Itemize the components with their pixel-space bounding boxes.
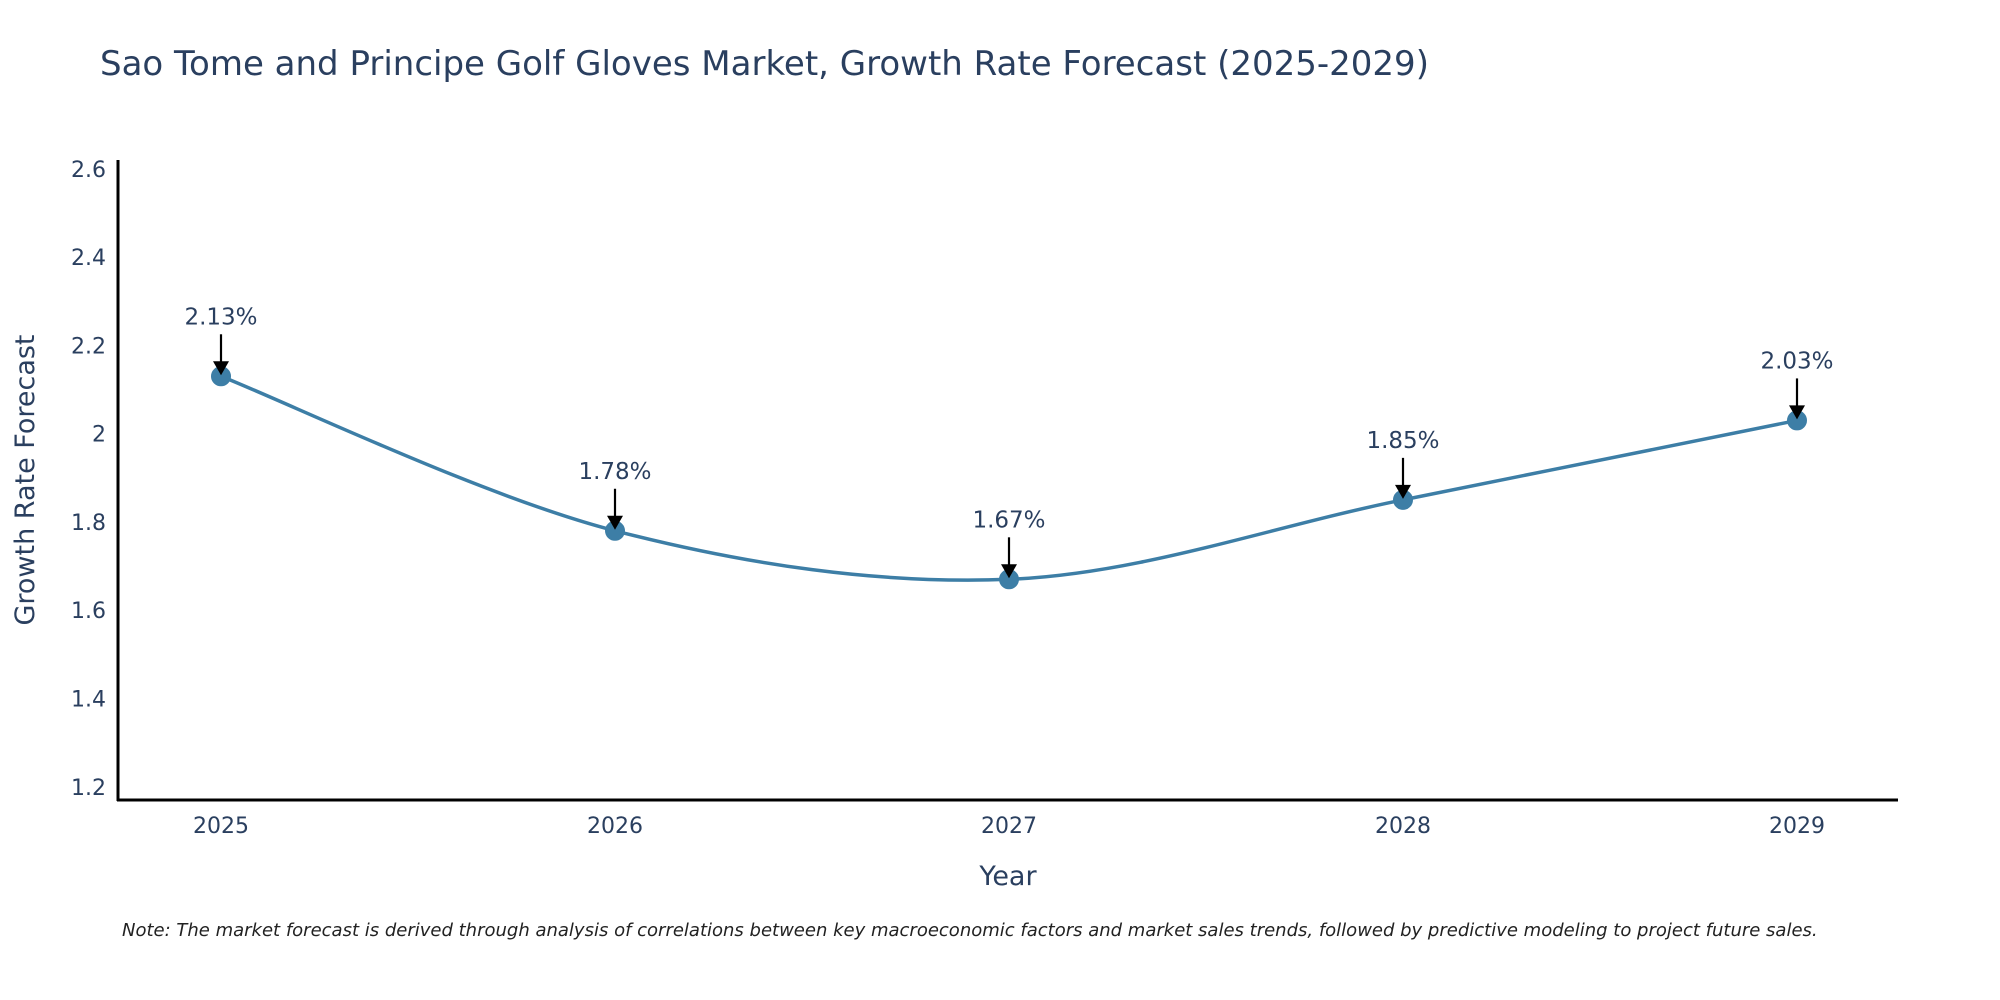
- data-annotations: 2.13% 1.78% 1.67% 1.85% 2.03%: [184, 304, 1834, 579]
- data-label: 1.85%: [1366, 428, 1439, 454]
- y-tick-label: 2.4: [71, 246, 106, 271]
- x-tick-label: 2027: [981, 814, 1037, 839]
- y-tick-labels: 1.2 1.4 1.6 1.8 2 2.2 2.4 2.6: [71, 158, 106, 801]
- y-tick-label: 1.6: [71, 599, 106, 624]
- y-tick-label: 1.4: [71, 687, 106, 712]
- annotation-arrowhead: [1395, 484, 1411, 499]
- data-points: [211, 366, 1807, 590]
- annotation-arrowhead: [1001, 564, 1017, 579]
- x-tick-labels: 2025 2026 2027 2028 2029: [193, 814, 1825, 839]
- y-tick-label: 2: [92, 423, 106, 448]
- annotation-arrowhead: [213, 361, 229, 376]
- y-tick-label: 1.2: [71, 776, 106, 801]
- annotation-arrowhead: [607, 515, 623, 530]
- chart-title: Sao Tome and Principe Golf Gloves Market…: [100, 44, 1429, 84]
- x-axis-title: Year: [978, 861, 1037, 892]
- x-tick-label: 2028: [1375, 814, 1431, 839]
- x-tick-label: 2026: [587, 814, 643, 839]
- chart-note: Note: The market forecast is derived thr…: [122, 920, 1818, 941]
- y-tick-label: 1.8: [71, 511, 106, 536]
- axes: [116, 160, 1898, 802]
- data-label: 1.67%: [972, 507, 1045, 533]
- annotation-arrowhead: [1789, 405, 1805, 420]
- data-label: 2.13%: [184, 304, 257, 330]
- y-tick-label: 2.6: [71, 158, 106, 183]
- y-tick-label: 2.2: [71, 334, 106, 359]
- x-tick-label: 2029: [1769, 814, 1825, 839]
- x-tick-label: 2025: [193, 814, 249, 839]
- y-axis-title: Growth Rate Forecast: [10, 334, 41, 625]
- data-label: 1.78%: [578, 459, 651, 485]
- data-label: 2.03%: [1760, 348, 1833, 374]
